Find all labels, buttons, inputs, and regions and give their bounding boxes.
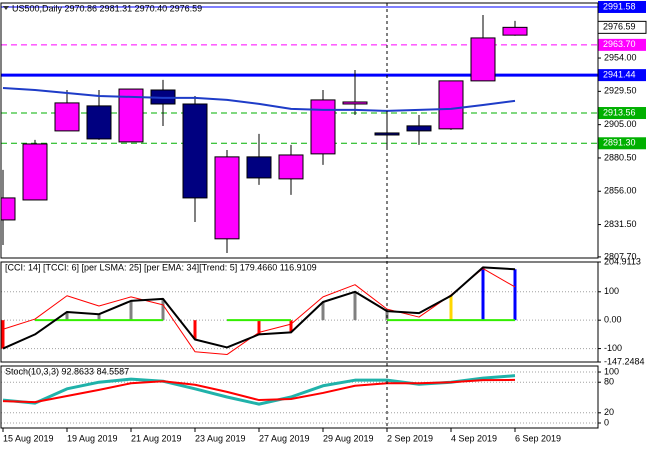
candle-body: [1, 197, 16, 221]
histogram-bar: [193, 320, 197, 340]
y-tick-label: -100: [604, 343, 622, 353]
candle-body: [54, 102, 80, 132]
histogram-bar: [1, 320, 5, 349]
level-label-box: [598, 137, 646, 150]
candle-body: [438, 80, 464, 130]
level-label: 2913.56: [603, 107, 636, 117]
level-label-box: [598, 69, 646, 82]
x-tick-label: 4 Sep 2019: [451, 433, 497, 443]
candle-body: [470, 37, 496, 82]
histogram-bar: [97, 314, 101, 321]
candle-body: [406, 125, 432, 132]
series-line: [2, 268, 516, 356]
series-line: [2, 378, 516, 404]
pane: [1, 371, 598, 424]
candle-body: [502, 26, 528, 36]
series-line: [2, 86, 516, 112]
y-tick-label: 2831.50: [604, 219, 637, 229]
histogram-bar: [65, 311, 69, 321]
cci-pane-frame: [0, 261, 599, 363]
candle-body: [182, 103, 208, 199]
x-tick-label: 21 Aug 2019: [131, 433, 182, 443]
x-tick-label: 15 Aug 2019: [3, 433, 54, 443]
y-tick-label: 0: [604, 417, 609, 427]
y-tick-label: 204.9113: [604, 256, 641, 266]
x-tick-label: 23 Aug 2019: [195, 433, 246, 443]
y-tick-label: -147.2484: [604, 356, 645, 366]
candle-body: [214, 156, 240, 240]
candle-body: [310, 99, 336, 155]
histogram-bar: [481, 267, 485, 321]
histogram-bar: [257, 320, 261, 335]
x-tick-label: 6 Sep 2019: [515, 433, 561, 443]
x-tick-label: 29 Aug 2019: [323, 433, 374, 443]
candle-body: [374, 132, 400, 136]
level-label-box: [598, 38, 646, 51]
level-label-box: [598, 107, 646, 120]
y-tick-label: 2880.50: [604, 152, 637, 162]
symbol-icon: [3, 6, 9, 10]
pane-title: [CCI: 14] [TCCI: 6] [per LSMA: 25] [per …: [5, 262, 317, 272]
pane: [1, 6, 598, 253]
y-tick-label: 20: [604, 407, 614, 417]
y-tick-label: 100: [604, 286, 619, 296]
y-tick-label: 2954.00: [604, 52, 637, 62]
y-tick-label: 0.00: [604, 315, 622, 325]
level-label: 2941.44: [603, 69, 636, 79]
level-label: 2891.30: [603, 138, 636, 148]
y-tick-label: 100: [604, 366, 619, 376]
y-tick-label: 2929.50: [604, 86, 637, 96]
x-tick-label: 27 Aug 2019: [259, 433, 310, 443]
candle-body: [86, 105, 112, 140]
candle-body: [278, 154, 304, 180]
y-tick-label: 2807.70: [604, 251, 637, 261]
level-label: 2991.58: [603, 1, 636, 11]
candle-body: [246, 156, 272, 179]
pane-title: Stoch(10,3,3) 92.8633 84.5587: [5, 366, 129, 376]
pane: [1, 262, 598, 362]
y-tick-label: 2905.00: [604, 119, 637, 129]
candle-body: [22, 143, 48, 201]
last-price-label: 2976.59: [603, 22, 636, 32]
x-tick-label: 2 Sep 2019: [387, 433, 433, 443]
level-label: 2963.70: [603, 39, 636, 49]
stoch-pane-frame: [0, 365, 599, 429]
histogram-bar: [161, 298, 165, 321]
histogram-bar: [289, 320, 293, 333]
histogram-bar: [321, 302, 325, 321]
histogram-bar: [449, 295, 453, 321]
histogram-bar: [353, 291, 357, 321]
x-tick-label: 19 Aug 2019: [67, 433, 118, 443]
y-tick-label: 2856.00: [604, 186, 637, 196]
candle-body: [342, 101, 368, 105]
histogram-bar: [513, 269, 517, 321]
series-line: [2, 266, 516, 350]
level-label-box: [598, 0, 646, 13]
histogram-bar: [129, 300, 133, 321]
main-pane-frame: [0, 2, 599, 259]
pane-title: US500,Daily 2970.86 2981.31 2970.40 2976…: [12, 3, 202, 13]
y-tick-label: 80: [604, 377, 614, 387]
